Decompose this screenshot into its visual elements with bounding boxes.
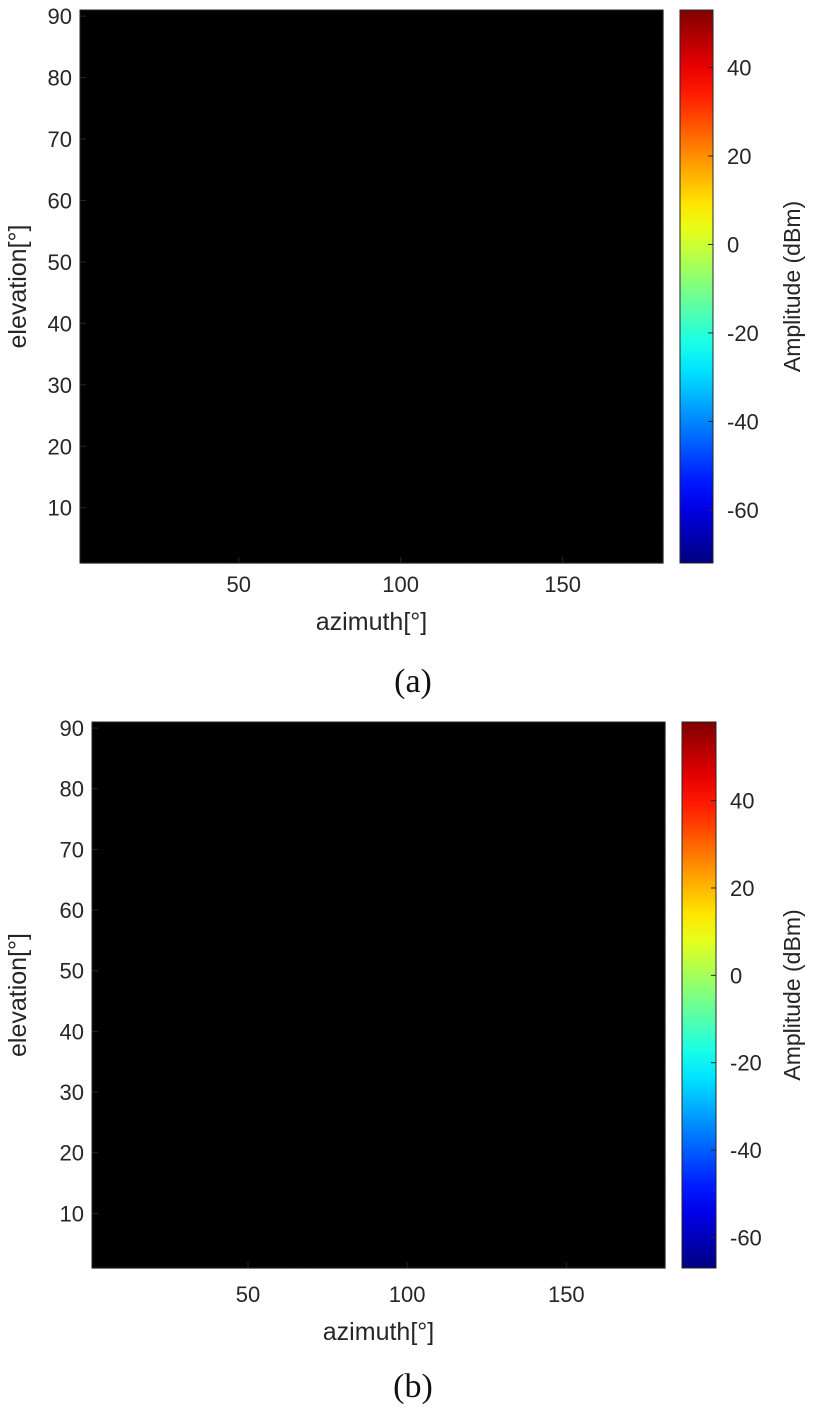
x-tick-label: 150 xyxy=(544,572,581,597)
x-axis-label: azimuth[°] xyxy=(316,608,427,636)
y-tick-label: 20 xyxy=(60,1141,84,1166)
colorbar-tick-label: 0 xyxy=(730,963,742,988)
y-tick-label: 80 xyxy=(60,777,84,802)
y-tick-label: 10 xyxy=(48,496,72,521)
colorbar-tick-label: 40 xyxy=(727,56,751,81)
colorbar-label: Amplitude (dBm) xyxy=(779,201,805,372)
colorbar-tick-label: 20 xyxy=(727,144,751,169)
panel-caption: (b) xyxy=(393,1368,433,1405)
colorbar-label: Amplitude (dBm) xyxy=(779,909,805,1080)
colorbar xyxy=(680,10,713,563)
panel-b: 50 100 150 10 20 30 40 50 60 70 80 90 azimuth[°] elev… xyxy=(0,705,827,1415)
x-tick-label: 50 xyxy=(226,572,250,597)
y-tick-label: 30 xyxy=(48,373,72,398)
y-tick-label: 50 xyxy=(48,250,72,275)
colorbar-tick-label: -20 xyxy=(730,1051,762,1076)
colorbar-tick-label: 0 xyxy=(727,232,739,257)
y-tick-label: 90 xyxy=(60,716,84,741)
colorbar-tick-label: -20 xyxy=(727,321,759,346)
x-tick-label: 100 xyxy=(389,1282,426,1307)
colorbar-tick-label: -40 xyxy=(730,1138,762,1163)
y-tick-label: 70 xyxy=(48,127,72,152)
colorbar xyxy=(682,722,716,1268)
panel-a: 50 100 150 10 20 30 40 50 60 70 80 90 azimuth[°] elev… xyxy=(0,0,827,705)
x-tick-label: 150 xyxy=(548,1282,585,1307)
colorbar-tick-label: -60 xyxy=(727,498,759,523)
heatmap-cells xyxy=(80,10,664,564)
x-axis-label: azimuth[°] xyxy=(323,1318,434,1346)
y-axis-label: elevation[°] xyxy=(4,225,32,349)
y-tick-label: 50 xyxy=(60,959,84,984)
colorbar-tick-label: 20 xyxy=(730,876,754,901)
y-tick-label: 60 xyxy=(48,188,72,213)
colorbar-tick-label: 40 xyxy=(730,789,754,814)
y-tick-label: 70 xyxy=(60,837,84,862)
heatmap-cells xyxy=(92,722,666,1269)
panel-caption: (a) xyxy=(394,663,432,700)
y-tick-label: 10 xyxy=(60,1201,84,1226)
x-tick-label: 50 xyxy=(236,1282,260,1307)
y-tick-label: 20 xyxy=(48,434,72,459)
y-tick-label: 80 xyxy=(48,66,72,91)
y-tick-label: 30 xyxy=(60,1080,84,1105)
colorbar-tick-label: -60 xyxy=(730,1225,762,1250)
y-tick-label: 40 xyxy=(48,311,72,336)
heatmap-chart-b: 50 100 150 10 20 30 40 50 60 70 80 90 azimuth[°] elev… xyxy=(0,705,827,1415)
y-tick-label: 90 xyxy=(48,4,72,29)
colorbar-tick-label: -40 xyxy=(727,409,759,434)
heatmap-chart-a: 50 100 150 10 20 30 40 50 60 70 80 90 azimuth[°] elev… xyxy=(0,0,827,705)
x-tick-label: 100 xyxy=(382,572,419,597)
y-axis-label: elevation[°] xyxy=(4,933,32,1057)
y-tick-label: 60 xyxy=(60,898,84,923)
y-tick-label: 40 xyxy=(60,1019,84,1044)
